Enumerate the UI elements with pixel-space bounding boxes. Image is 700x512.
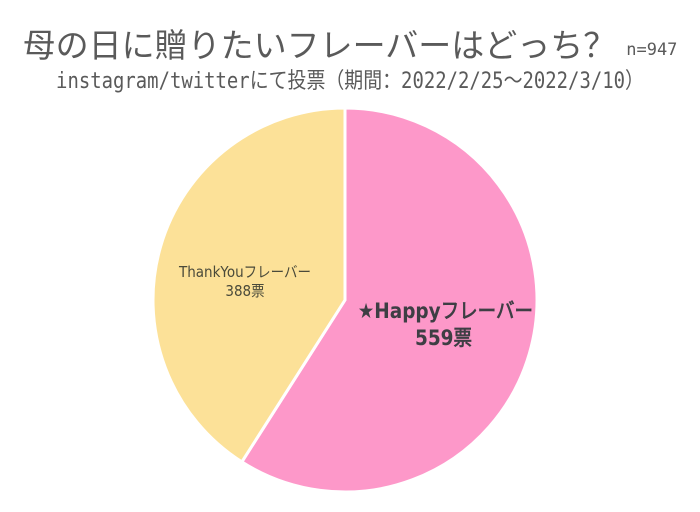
happy-slice-label: ★Happyフレーバー 559票 [357,298,533,352]
thanks-label-votes: 388票 [225,282,265,300]
happy-slice [240,106,539,494]
happy-label-votes: 559票 [414,326,473,350]
sample-size: n=947 [626,40,678,60]
happy-label-name: ★Happyフレーバー [357,299,533,323]
chart-title: 母の日に贈りたいフレーバーはどっち？ n=947 [0,26,700,70]
thanks-slice [151,106,347,464]
thanks-slice-label: ThankYouフレーバー 388票 [169,263,322,301]
chart-title-text: 母の日に贈りたいフレーバーはどっち？ [22,26,617,65]
thanks-label-name: ThankYouフレーバー [178,263,312,281]
chart-subtitle: instagram/twitterにて投票（期間：2022/2/25～2022/… [56,69,644,94]
